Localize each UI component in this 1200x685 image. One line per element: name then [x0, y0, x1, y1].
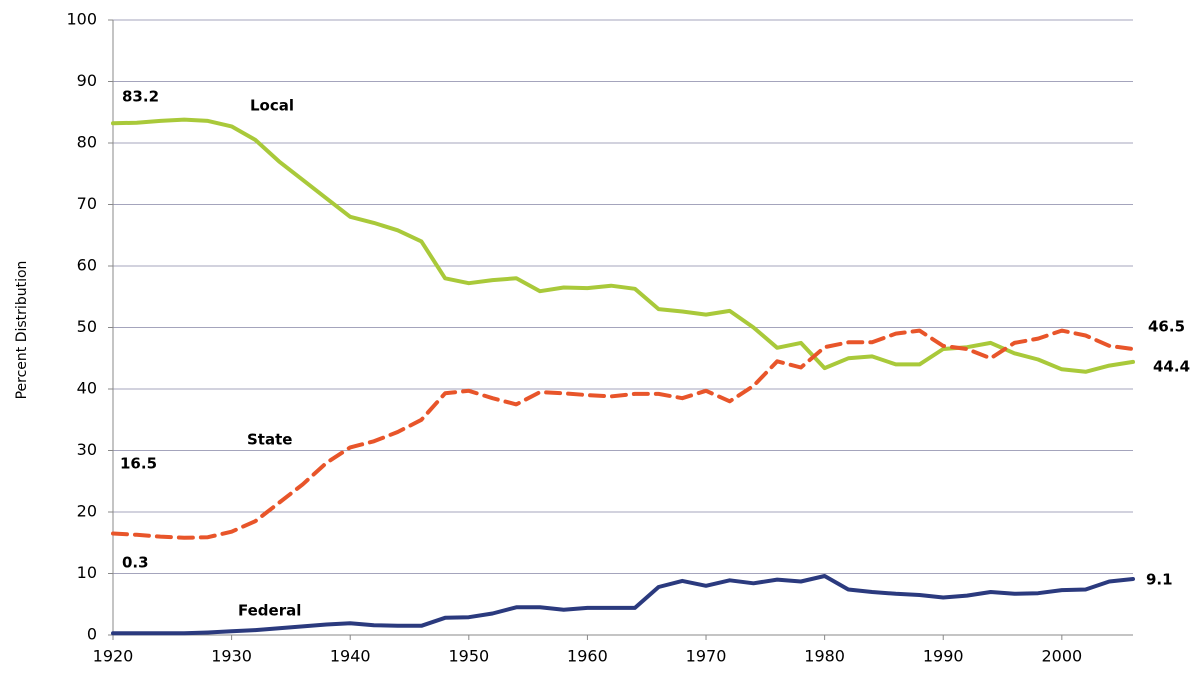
y-tick-label: 50: [77, 317, 97, 336]
annotation: 83.2: [122, 88, 159, 106]
y-tick-label: 100: [66, 10, 97, 29]
y-axis-label: Percent Distribution: [14, 261, 30, 400]
series-line: [111, 574, 1135, 636]
y-tick-label: 90: [77, 71, 97, 90]
annotation: 44.4: [1153, 358, 1190, 376]
x-tick-label: 1950: [448, 647, 489, 666]
series-label: Federal: [238, 602, 301, 620]
x-tick-label: 1990: [923, 647, 964, 666]
x-tick-label: 2000: [1041, 647, 1082, 666]
annotation: 16.5: [120, 455, 157, 473]
y-tick-label: 70: [77, 194, 97, 213]
y-tick-label: 80: [77, 133, 97, 152]
y-tick-label: 30: [77, 440, 97, 459]
annotation: 46.5: [1148, 318, 1185, 336]
series-line: [111, 117, 1135, 374]
x-tick-label: 1970: [686, 647, 727, 666]
y-tick-label: 60: [77, 256, 97, 275]
x-tick-label: 1930: [211, 647, 252, 666]
x-tick-label: 1940: [330, 647, 371, 666]
series-label: Local: [250, 97, 294, 115]
y-tick-label: 10: [77, 563, 97, 582]
annotation: 9.1: [1146, 571, 1173, 589]
annotation: 0.3: [122, 554, 149, 572]
y-tick-label: 0: [87, 625, 97, 644]
x-tick-label: 1960: [567, 647, 608, 666]
y-tick-label: 40: [77, 379, 97, 398]
series-label: State: [247, 431, 292, 449]
series-line: [111, 328, 1135, 540]
x-tick-label: 1980: [804, 647, 845, 666]
y-tick-label: 20: [77, 502, 97, 521]
x-tick-label: 1920: [93, 647, 134, 666]
